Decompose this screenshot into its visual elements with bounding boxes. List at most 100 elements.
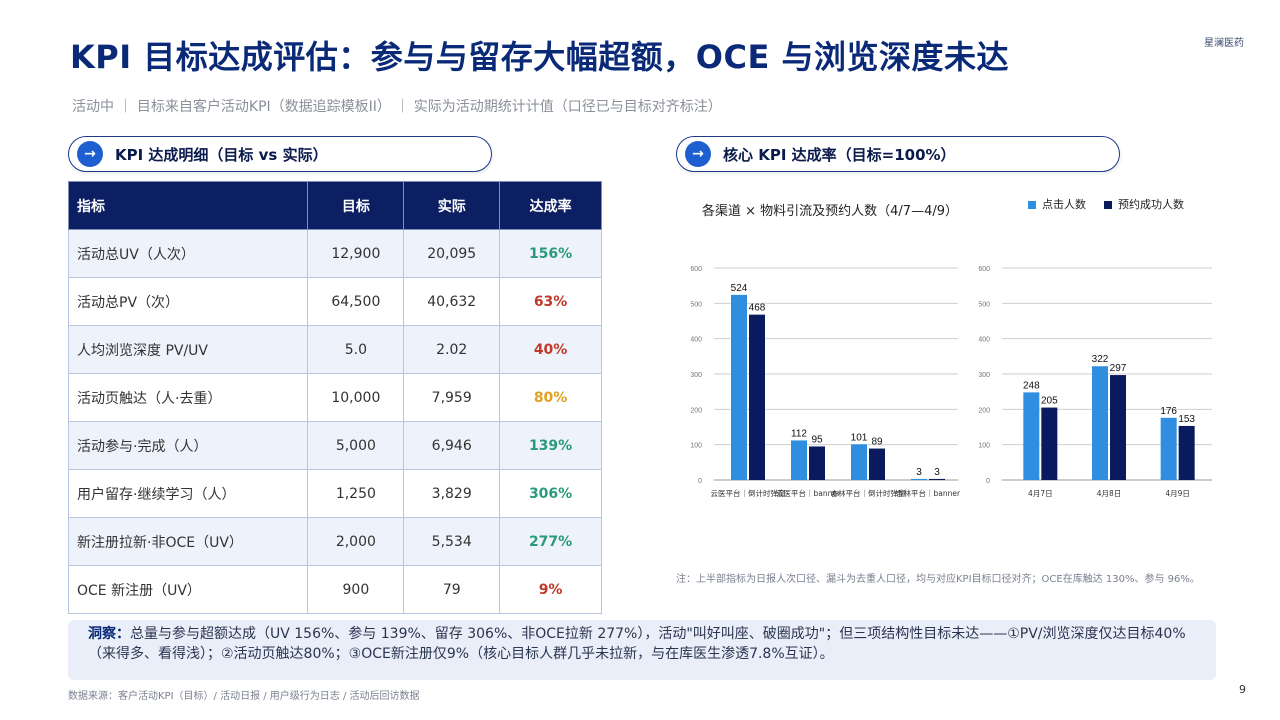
y-tick-label: 500	[690, 301, 702, 308]
data-label: 248	[1023, 380, 1040, 391]
y-tick-label: 200	[978, 407, 990, 414]
cell-rate: 306%	[499, 469, 602, 518]
cell-rate: 9%	[499, 565, 602, 614]
bar-bookings	[1110, 375, 1126, 480]
legend-label-bookings: 预约成功人数	[1118, 198, 1184, 211]
bar-bookings	[1178, 425, 1195, 480]
cell-target: 64,500	[307, 277, 405, 326]
section-label: 核心 KPI 达成率（目标=100%）	[723, 145, 956, 164]
cell-target: 10,000	[307, 373, 405, 422]
cell-actual: 5,534	[403, 517, 501, 566]
table-row: 活动总PV（次） 64,500 40,632 63%	[67, 277, 602, 326]
data-label: 176	[1160, 406, 1177, 417]
data-label: 3	[934, 467, 940, 478]
chart-legend: 点击人数 预约成功人数	[1028, 196, 1184, 212]
table-row: OCE 新注册（UV） 900 79 9%	[67, 565, 602, 614]
x-tick-label: 4月7日	[1028, 489, 1053, 498]
data-source: 数据来源：客户活动KPI（目标）/ 活动日报 / 用户级行为日志 / 活动后回访…	[68, 691, 420, 702]
section-header-kpi-detail: → KPI 达成明细（目标 vs 实际）	[68, 136, 492, 172]
legend-item-clicks: 点击人数	[1028, 196, 1086, 212]
y-tick-label: 300	[978, 372, 990, 379]
cell-metric: 活动页触达（人·去重）	[67, 373, 309, 422]
cell-metric: 新注册拉新·非OCE（UV）	[67, 517, 309, 566]
page-number: 9	[1239, 683, 1246, 696]
y-tick-label: 400	[978, 337, 990, 344]
section-header-kpi-rate: → 核心 KPI 达成率（目标=100%）	[676, 136, 1120, 172]
table-row: 活动总UV（人次） 12,900 20,095 156%	[67, 229, 602, 278]
y-tick-label: 400	[690, 337, 702, 344]
x-tick-label: 杏林平台｜banner	[896, 488, 961, 498]
cell-target: 2,000	[307, 517, 405, 566]
table-header-row: 指标 目标 实际 达成率	[67, 181, 602, 230]
x-tick-label: 云医平台｜倒计时弹窗	[711, 488, 786, 498]
data-label: 3	[916, 467, 922, 478]
cell-rate: 40%	[499, 325, 602, 374]
bar-clicks	[911, 478, 927, 480]
table-row: 人均浏览深度 PV/UV 5.0 2.02 40%	[67, 325, 602, 374]
x-tick-label: 云医平台｜banner	[776, 488, 841, 498]
bar-clicks	[731, 294, 747, 480]
cell-actual: 6,946	[403, 421, 501, 470]
bar-clicks	[851, 444, 867, 480]
data-label: 101	[851, 432, 868, 443]
page-title: KPI 目标达成评估：参与与留存大幅超额，OCE 与浏览深度未达	[70, 38, 1009, 76]
cell-actual: 2.02	[403, 325, 501, 374]
bar-bookings	[929, 478, 945, 480]
y-tick-label: 100	[690, 443, 702, 450]
data-label: 153	[1178, 414, 1195, 425]
table-row: 用户留存·继续学习（人） 1,250 3,829 306%	[67, 469, 602, 518]
data-label: 322	[1092, 354, 1109, 365]
cell-metric: 活动参与·完成（人）	[67, 421, 309, 470]
cell-actual: 7,959	[403, 373, 501, 422]
data-label: 95	[811, 434, 823, 445]
cell-metric: 人均浏览深度 PV/UV	[67, 325, 309, 374]
cell-rate: 63%	[499, 277, 602, 326]
chart-title: 各渠道 × 物料引流及预约人数（4/7—4/9）	[702, 204, 959, 219]
x-tick-label: 4月8日	[1097, 489, 1122, 498]
y-tick-label: 600	[978, 266, 990, 273]
bar-bookings	[749, 314, 765, 480]
legend-label-clicks: 点击人数	[1042, 198, 1086, 211]
bar-bookings	[869, 448, 885, 480]
cell-target: 5,000	[307, 421, 405, 470]
data-label: 468	[749, 303, 766, 314]
bar-clicks	[1160, 417, 1177, 480]
column-header-rate: 达成率	[499, 181, 602, 230]
y-tick-label: 200	[690, 407, 702, 414]
arrow-right-icon: →	[77, 141, 103, 167]
cell-rate: 277%	[499, 517, 602, 566]
cell-actual: 20,095	[403, 229, 501, 278]
page-subtitle: 活动中 ｜ 目标来自客户活动KPI（数据追踪模板II） ｜ 实际为活动期统计计值…	[72, 99, 722, 115]
bar-bookings	[1041, 407, 1058, 480]
data-label: 89	[871, 437, 883, 448]
data-label: 112	[791, 428, 807, 439]
cell-rate: 139%	[499, 421, 602, 470]
column-header-metric: 指标	[67, 181, 309, 230]
cell-metric: 活动总PV（次）	[67, 277, 309, 326]
section-label: KPI 达成明细（目标 vs 实际）	[115, 145, 328, 164]
x-tick-label: 4月9日	[1165, 489, 1190, 498]
bar-bookings	[809, 446, 825, 480]
chart-footnote: 注：上半部指标为日报人次口径、漏斗为去重人口径，均与对应KPI目标口径对齐；OC…	[676, 574, 1200, 585]
data-label: 205	[1041, 396, 1058, 407]
cell-target: 900	[307, 565, 405, 614]
data-label: 297	[1110, 363, 1127, 374]
bar-clicks	[1092, 366, 1108, 480]
table-row: 活动页触达（人·去重） 10,000 7,959 80%	[67, 373, 602, 422]
data-label: 524	[731, 283, 748, 294]
insight-label: 洞察：	[88, 626, 130, 642]
x-tick-label: 杏林平台｜倒计时弹窗	[831, 488, 906, 498]
insight-box: 洞察：总量与参与超额达成（UV 156%、参与 139%、留存 306%、非OC…	[68, 620, 1216, 680]
cell-metric: 活动总UV（人次）	[67, 229, 309, 278]
y-tick-label: 500	[978, 301, 990, 308]
bar-clicks	[1023, 392, 1040, 480]
legend-swatch-bookings	[1104, 201, 1112, 209]
cell-metric: OCE 新注册（UV）	[67, 565, 309, 614]
y-tick-label: 0	[986, 478, 990, 485]
cell-target: 1,250	[307, 469, 405, 518]
legend-item-bookings: 预约成功人数	[1104, 196, 1184, 212]
cell-rate: 156%	[499, 229, 602, 278]
column-header-target: 目标	[307, 181, 405, 230]
column-header-actual: 实际	[403, 181, 501, 230]
